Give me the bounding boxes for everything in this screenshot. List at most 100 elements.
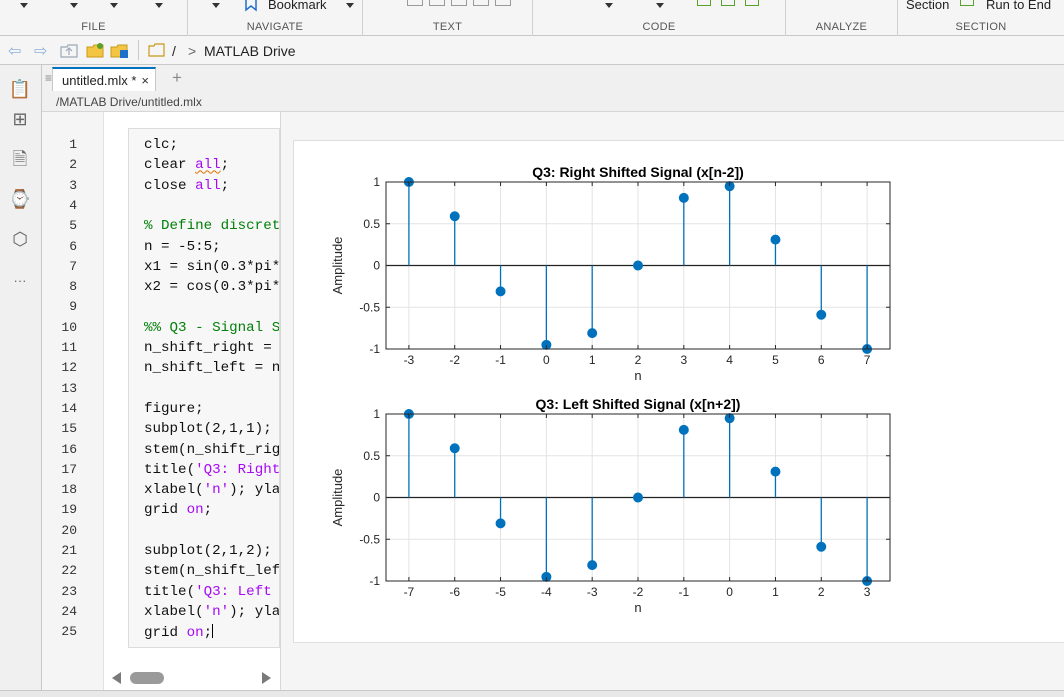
indent-icon[interactable] <box>745 0 759 6</box>
code-line[interactable]: subplot(2,1,1); <box>144 421 272 437</box>
code-line[interactable]: clear all; <box>144 157 229 173</box>
code-token: 'n' <box>203 482 230 499</box>
code-token: ); yla <box>229 482 280 499</box>
dropdown-arrow-icon[interactable] <box>110 3 118 8</box>
line-number: 14 <box>61 400 77 416</box>
code-line[interactable]: stem(n_shift_lef <box>144 563 279 579</box>
bookmark-dropdown-icon[interactable] <box>346 3 354 8</box>
path-root[interactable]: / <box>172 43 176 59</box>
dropdown-arrow-icon[interactable] <box>155 3 163 8</box>
code-block[interactable]: clc; clear all; close all; % Define discret… <box>128 128 280 648</box>
dropdown-arrow-icon[interactable] <box>605 3 613 8</box>
code-line[interactable]: x2 = cos(0.3*pi* <box>144 279 279 295</box>
code-token: subplot(2,1,2); <box>144 543 272 559</box>
stem-marker <box>678 192 689 203</box>
section-section: Section Run to End SECTION <box>898 0 1064 36</box>
x-tick-label: 0 <box>543 353 550 367</box>
code-token: on <box>186 625 204 642</box>
bookmark-button[interactable]: Bookmark <box>268 0 327 12</box>
path-folder-matlab-drive[interactable]: MATLAB Drive <box>204 43 296 59</box>
code-line[interactable]: close all; <box>144 178 229 194</box>
tab-untitled-mlx[interactable]: untitled.mlx * × <box>52 67 156 91</box>
x-tick-label: -2 <box>633 585 644 599</box>
run-to-end-button[interactable]: Run to End <box>986 0 1052 12</box>
code-line[interactable]: title('Q3: Right <box>144 462 279 478</box>
code-token: clear <box>144 157 196 174</box>
up-folder-icon[interactable] <box>60 42 78 58</box>
close-tab-icon[interactable]: × <box>141 73 149 88</box>
text-style-icon[interactable] <box>473 0 489 6</box>
horizontal-scrollbar[interactable] <box>104 669 280 687</box>
x-tick-label: 3 <box>864 585 871 599</box>
line-number: 13 <box>61 380 77 396</box>
dropdown-arrow-icon[interactable] <box>656 3 664 8</box>
dropdown-arrow-icon[interactable] <box>70 3 78 8</box>
code-line[interactable]: % Define discret <box>144 218 279 234</box>
output-panel: -3 -2 -1 0 1 2 3 4 5 6 7 -1 -0.5 0 0.5 1 Q3: Right Shift… <box>280 112 1064 690</box>
code-line[interactable]: grid on; <box>144 502 212 518</box>
stem-marker <box>633 492 643 503</box>
addons-cubes-icon[interactable]: ⬡ <box>12 229 28 249</box>
chart-title: Q3: Left Shifted Signal (x[n+2]) <box>536 396 741 412</box>
more-icon[interactable]: ··· <box>13 273 27 288</box>
y-axis-label: Amplitude <box>330 237 345 295</box>
file-search-icon[interactable]: 🗎 <box>12 149 28 169</box>
file-section-label: FILE <box>81 21 106 33</box>
tab-list-icon[interactable]: ≡ <box>45 71 53 85</box>
code-token: grid <box>144 625 187 642</box>
code-token: ; <box>203 502 213 519</box>
text-style-icon[interactable] <box>407 0 423 6</box>
code-line[interactable]: n = -5:5; <box>144 239 221 255</box>
code-line[interactable]: clc; <box>144 137 178 153</box>
code-line[interactable]: xlabel('n'); yla <box>144 604 279 620</box>
stem-marker <box>816 309 827 320</box>
text-style-icon[interactable] <box>495 0 511 6</box>
stem-marker <box>587 560 598 571</box>
code-line[interactable]: title('Q3: Left <box>144 584 279 600</box>
code-line[interactable]: xlabel('n'); yla <box>144 482 280 499</box>
code-line[interactable]: n_shift_right = <box>144 340 280 356</box>
line-number: 7 <box>69 258 77 274</box>
refactor-icon[interactable] <box>697 0 711 6</box>
x-tick-label: -7 <box>404 585 415 599</box>
code-section: CODE <box>533 0 786 36</box>
layout-grid-icon[interactable]: ⊞ <box>12 109 28 129</box>
scroll-right-icon[interactable] <box>262 672 271 684</box>
back-arrow-icon[interactable]: ⇦ <box>8 43 22 60</box>
section-break-button[interactable]: Section <box>906 0 950 12</box>
scroll-thumb[interactable] <box>130 672 164 684</box>
dropdown-arrow-icon[interactable] <box>20 3 28 8</box>
bookmark-icon <box>245 0 257 12</box>
code-line[interactable]: stem(n_shift_rig <box>144 442 279 458</box>
search-folder-icon[interactable] <box>110 41 130 59</box>
code-line[interactable]: figure; <box>144 401 204 417</box>
code-line[interactable]: subplot(2,1,2); <box>144 543 272 559</box>
code-line[interactable]: n_shift_left = n <box>144 360 280 377</box>
y-axis-label: Amplitude <box>330 469 345 527</box>
text-style-icon[interactable] <box>429 0 445 6</box>
clipboard-icon[interactable]: 📋 <box>8 79 32 99</box>
code-line[interactable]: %% Q3 - Signal S <box>144 320 279 336</box>
dropdown-arrow-icon[interactable] <box>212 3 220 8</box>
new-tab-icon[interactable]: + <box>172 68 182 87</box>
command-history-icon[interactable]: ⌚ <box>8 189 32 209</box>
code-line[interactable]: x1 = sin(0.3*pi* <box>144 259 279 275</box>
stem-marker <box>449 443 460 454</box>
x-tick-label: -2 <box>449 353 460 367</box>
code-line[interactable]: grid on; <box>144 624 214 642</box>
run-to-end-icon[interactable] <box>960 0 974 6</box>
code-token: n_shift_left = n <box>144 360 280 377</box>
analyze-section-label: ANALYZE <box>815 21 868 33</box>
comment-icon[interactable] <box>721 0 735 6</box>
text-style-icon[interactable] <box>451 0 467 6</box>
y-tick-label: -0.5 <box>359 532 380 546</box>
line-number: 5 <box>69 218 77 234</box>
scroll-left-icon[interactable] <box>112 672 121 684</box>
forward-arrow-icon[interactable]: ⇨ <box>34 43 48 60</box>
folder-icon <box>148 43 165 57</box>
y-tick-label: 0.5 <box>363 217 380 231</box>
browse-folder-icon[interactable] <box>86 41 106 59</box>
figure-output[interactable]: -3 -2 -1 0 1 2 3 4 5 6 7 -1 -0.5 0 0.5 1 Q3: Right Shift… <box>293 140 1064 643</box>
code-token: n_shift_right = <box>144 340 280 356</box>
